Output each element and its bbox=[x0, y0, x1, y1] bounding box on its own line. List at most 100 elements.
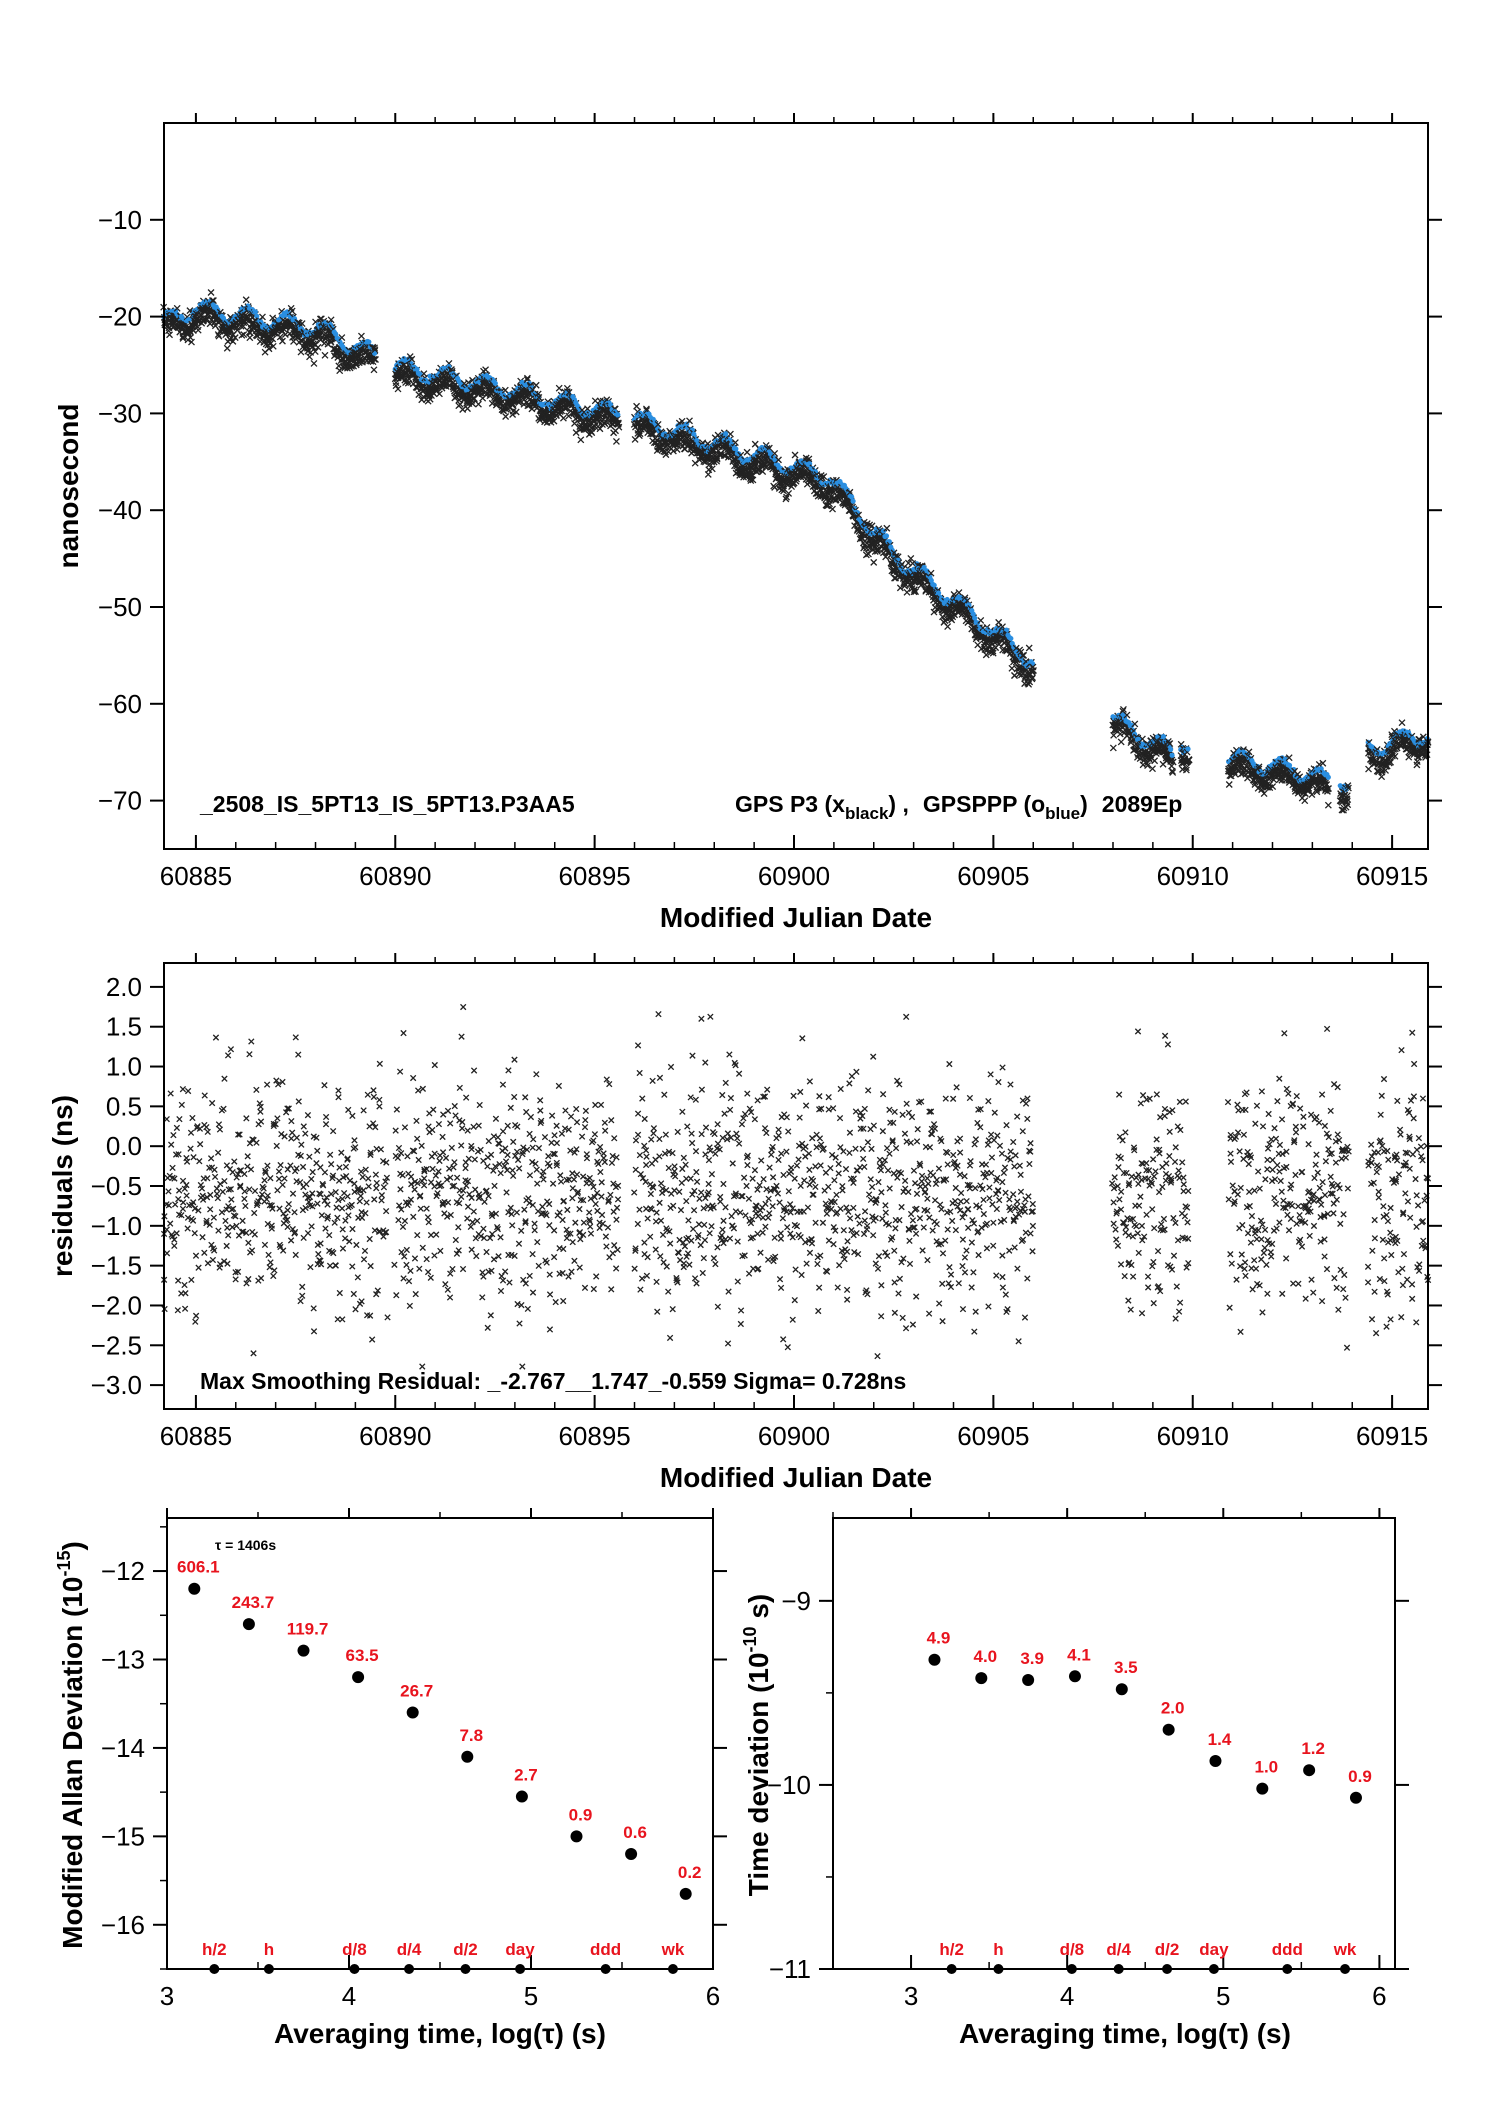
black-point bbox=[242, 296, 250, 304]
residual-point bbox=[304, 1229, 312, 1237]
residual-point bbox=[653, 1278, 660, 1286]
residual-point bbox=[452, 1112, 459, 1119]
residual-point bbox=[407, 1173, 415, 1180]
residual-point bbox=[214, 1194, 222, 1202]
residual-point bbox=[720, 1180, 727, 1188]
residual-point bbox=[586, 1209, 593, 1216]
black-point bbox=[269, 335, 277, 343]
residual-point bbox=[697, 1241, 704, 1249]
residual-point bbox=[435, 1120, 443, 1128]
residual-point bbox=[573, 1105, 580, 1113]
residual-point bbox=[367, 1262, 374, 1270]
black-point bbox=[1301, 797, 1309, 805]
residual-point bbox=[507, 1104, 514, 1111]
residual-point bbox=[479, 1294, 486, 1301]
series-b-prefix: GPSPPP (o bbox=[923, 791, 1045, 817]
residual-point bbox=[513, 1209, 521, 1216]
black-point bbox=[726, 430, 734, 438]
residual-point bbox=[219, 1188, 226, 1195]
residual-point bbox=[378, 1192, 386, 1199]
black-point bbox=[470, 395, 478, 403]
residual-point bbox=[180, 1199, 187, 1206]
residual-point bbox=[597, 1101, 605, 1109]
residual-point bbox=[611, 1242, 618, 1249]
residual-point bbox=[373, 1179, 380, 1187]
residual-point bbox=[499, 1081, 507, 1088]
residual-point bbox=[310, 1305, 317, 1312]
residual-point bbox=[285, 1200, 292, 1208]
residual-point bbox=[176, 1115, 183, 1123]
residual-point bbox=[650, 1125, 658, 1132]
residual-point bbox=[505, 1067, 512, 1074]
black-point bbox=[394, 385, 402, 393]
residual-point bbox=[598, 1211, 606, 1219]
residual-point bbox=[174, 1307, 181, 1314]
residual-point bbox=[546, 1162, 553, 1170]
residual-point bbox=[244, 1153, 251, 1160]
residual-point bbox=[392, 1127, 399, 1134]
residual-point bbox=[332, 1262, 339, 1269]
residual-point bbox=[509, 1222, 516, 1229]
residual-point bbox=[501, 1268, 509, 1275]
residual-point bbox=[702, 1124, 710, 1131]
residual-point bbox=[183, 1192, 190, 1199]
residual-point bbox=[601, 1119, 609, 1126]
residual-point bbox=[706, 1230, 713, 1237]
residual-point bbox=[207, 1206, 214, 1213]
residual-point bbox=[467, 1223, 474, 1231]
residual-point bbox=[310, 1328, 318, 1335]
residual-point bbox=[729, 1160, 736, 1167]
residual-point bbox=[326, 1151, 334, 1158]
black-point bbox=[370, 366, 378, 374]
residual-point bbox=[400, 1029, 407, 1037]
black-point bbox=[475, 400, 482, 408]
residual-point bbox=[549, 1180, 557, 1187]
residual-point bbox=[576, 1205, 583, 1213]
residual-point bbox=[711, 1130, 718, 1138]
residual-point bbox=[351, 1180, 358, 1187]
y-tick-label: −60 bbox=[98, 689, 142, 719]
residual-point bbox=[439, 1133, 446, 1141]
residual-point bbox=[473, 1252, 480, 1260]
residual-point bbox=[578, 1133, 586, 1140]
time-series-panel: 60885 60890 60895 60900 60905 60910 60915−10−2… bbox=[53, 113, 1442, 933]
residual-point bbox=[527, 1113, 535, 1121]
residual-point bbox=[569, 1238, 576, 1246]
residual-point bbox=[680, 1154, 687, 1161]
residual-point bbox=[209, 1256, 217, 1264]
black-point bbox=[555, 384, 563, 392]
residual-point bbox=[411, 1186, 418, 1193]
residual-point bbox=[464, 1127, 471, 1134]
residual-point bbox=[490, 1256, 498, 1263]
residual-point bbox=[692, 1096, 699, 1103]
residual-point bbox=[349, 1112, 356, 1120]
blue-point bbox=[254, 313, 260, 319]
residual-point bbox=[632, 1166, 639, 1173]
black-point bbox=[166, 331, 173, 339]
residual-point bbox=[257, 1118, 265, 1125]
residual-point bbox=[440, 1111, 447, 1118]
residual-point bbox=[224, 1052, 232, 1059]
series-a-sub: black bbox=[845, 804, 889, 823]
residual-point bbox=[604, 1224, 612, 1231]
residual-point bbox=[459, 1265, 467, 1273]
residual-point bbox=[348, 1201, 355, 1209]
residual-point bbox=[701, 1221, 708, 1229]
blue-point bbox=[333, 331, 339, 337]
residual-point bbox=[211, 1173, 219, 1181]
black-point bbox=[743, 448, 751, 456]
residual-point bbox=[684, 1123, 691, 1130]
residual-point bbox=[663, 1263, 670, 1270]
residual-point bbox=[719, 1134, 726, 1142]
residual-point bbox=[533, 1166, 540, 1173]
residual-point bbox=[733, 1130, 740, 1137]
residual-point bbox=[676, 1188, 683, 1195]
black-point bbox=[278, 337, 286, 345]
residual-point bbox=[208, 1099, 216, 1107]
residual-point bbox=[326, 1231, 333, 1239]
residual-point bbox=[292, 1034, 299, 1041]
residual-point bbox=[521, 1206, 528, 1213]
residual-point bbox=[714, 1121, 721, 1128]
residual-point bbox=[425, 1219, 432, 1226]
residual-point bbox=[289, 1129, 296, 1136]
